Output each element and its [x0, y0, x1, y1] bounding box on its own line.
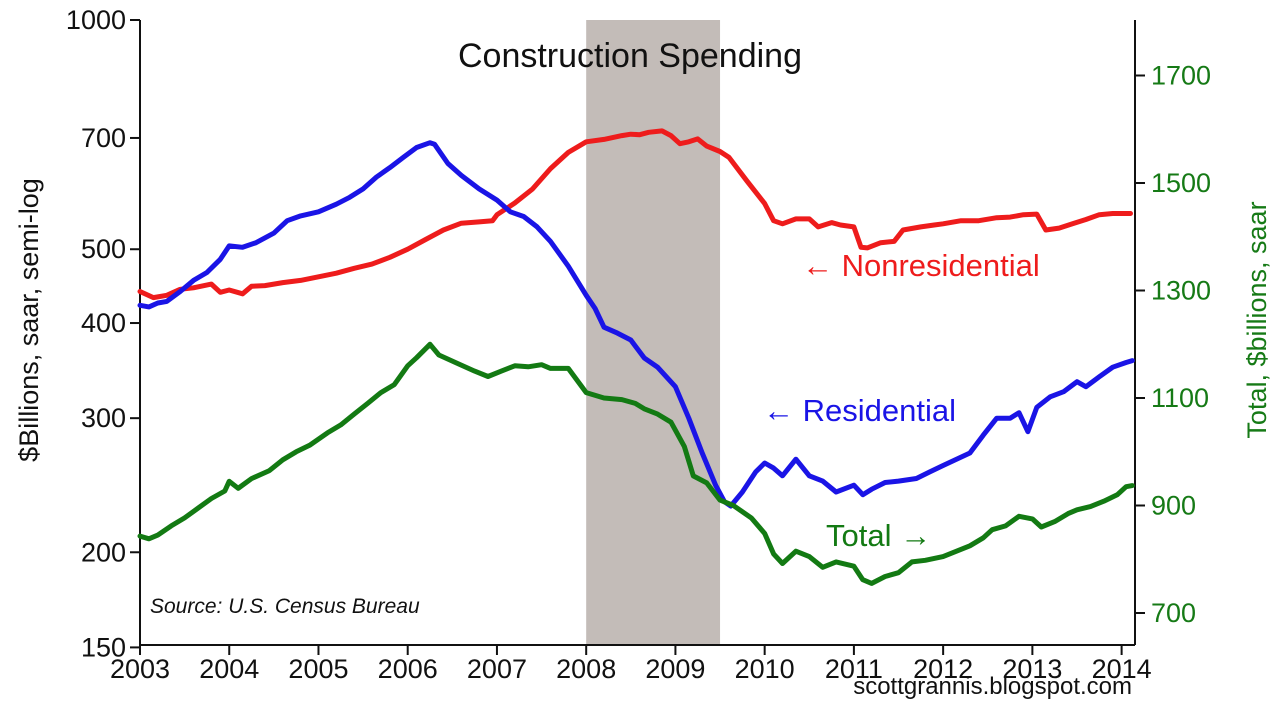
x-axis: 2003 2004 2005 2006 2007 2008 2009 2010 2011 2012…	[110, 645, 1152, 684]
x-tick-label: 2006	[378, 654, 438, 684]
left-tick-label: 500	[81, 234, 126, 264]
left-tick-label: 300	[81, 403, 126, 433]
right-axis: 700 900 1100 1300 1500 1700	[1135, 61, 1211, 628]
x-tick-label: 2004	[199, 654, 259, 684]
left-tick-label: 150	[81, 632, 126, 662]
right-tick-label: 700	[1151, 598, 1196, 628]
series-layer	[137, 128, 1135, 586]
right-axis-title: Total, $billions, saar	[1242, 201, 1272, 438]
left-axis-title: $Billions, saar, semi-log	[14, 178, 44, 462]
series-label-total: Total →	[826, 518, 931, 553]
right-tick-label: 900	[1151, 491, 1196, 521]
series-line-nonresidential	[137, 128, 1133, 301]
series-line-total	[137, 341, 1135, 586]
left-tick-label: 400	[81, 308, 126, 338]
left-tick-label: 1000	[66, 5, 126, 35]
x-tick-label: 2007	[467, 654, 527, 684]
chart-title: Construction Spending	[458, 37, 802, 75]
left-tick-label: 700	[81, 123, 126, 153]
right-tick-label: 1700	[1151, 61, 1211, 91]
right-tick-label: 1300	[1151, 276, 1211, 306]
source-note: Source: U.S. Census Bureau	[150, 595, 420, 618]
plot-frame	[139, 20, 1136, 646]
x-tick-label: 2005	[288, 654, 348, 684]
left-tick-label: 200	[81, 537, 126, 567]
x-tick-label: 2009	[645, 654, 705, 684]
right-tick-label: 1500	[1151, 168, 1211, 198]
recession-shading	[586, 20, 721, 645]
series-label-nonresidential: ← Nonresidential	[802, 248, 1040, 283]
blog-credit: scottgrannis.blogspot.com	[853, 673, 1132, 700]
x-tick-label: 2012	[913, 654, 973, 684]
x-tick-label: 2008	[556, 654, 616, 684]
x-tick-label: 2010	[735, 654, 795, 684]
series-line-residential	[137, 140, 1135, 509]
x-tick-label: 2013	[1002, 654, 1062, 684]
right-tick-label: 1100	[1151, 383, 1209, 413]
x-tick-label: 2014	[1092, 654, 1152, 684]
left-axis: 150 200 300 400 500 700 1000	[66, 5, 140, 662]
series-label-residential: ← Residential	[763, 393, 956, 428]
x-tick-label: 2011	[825, 654, 883, 684]
x-tick-label: 2003	[110, 654, 170, 684]
